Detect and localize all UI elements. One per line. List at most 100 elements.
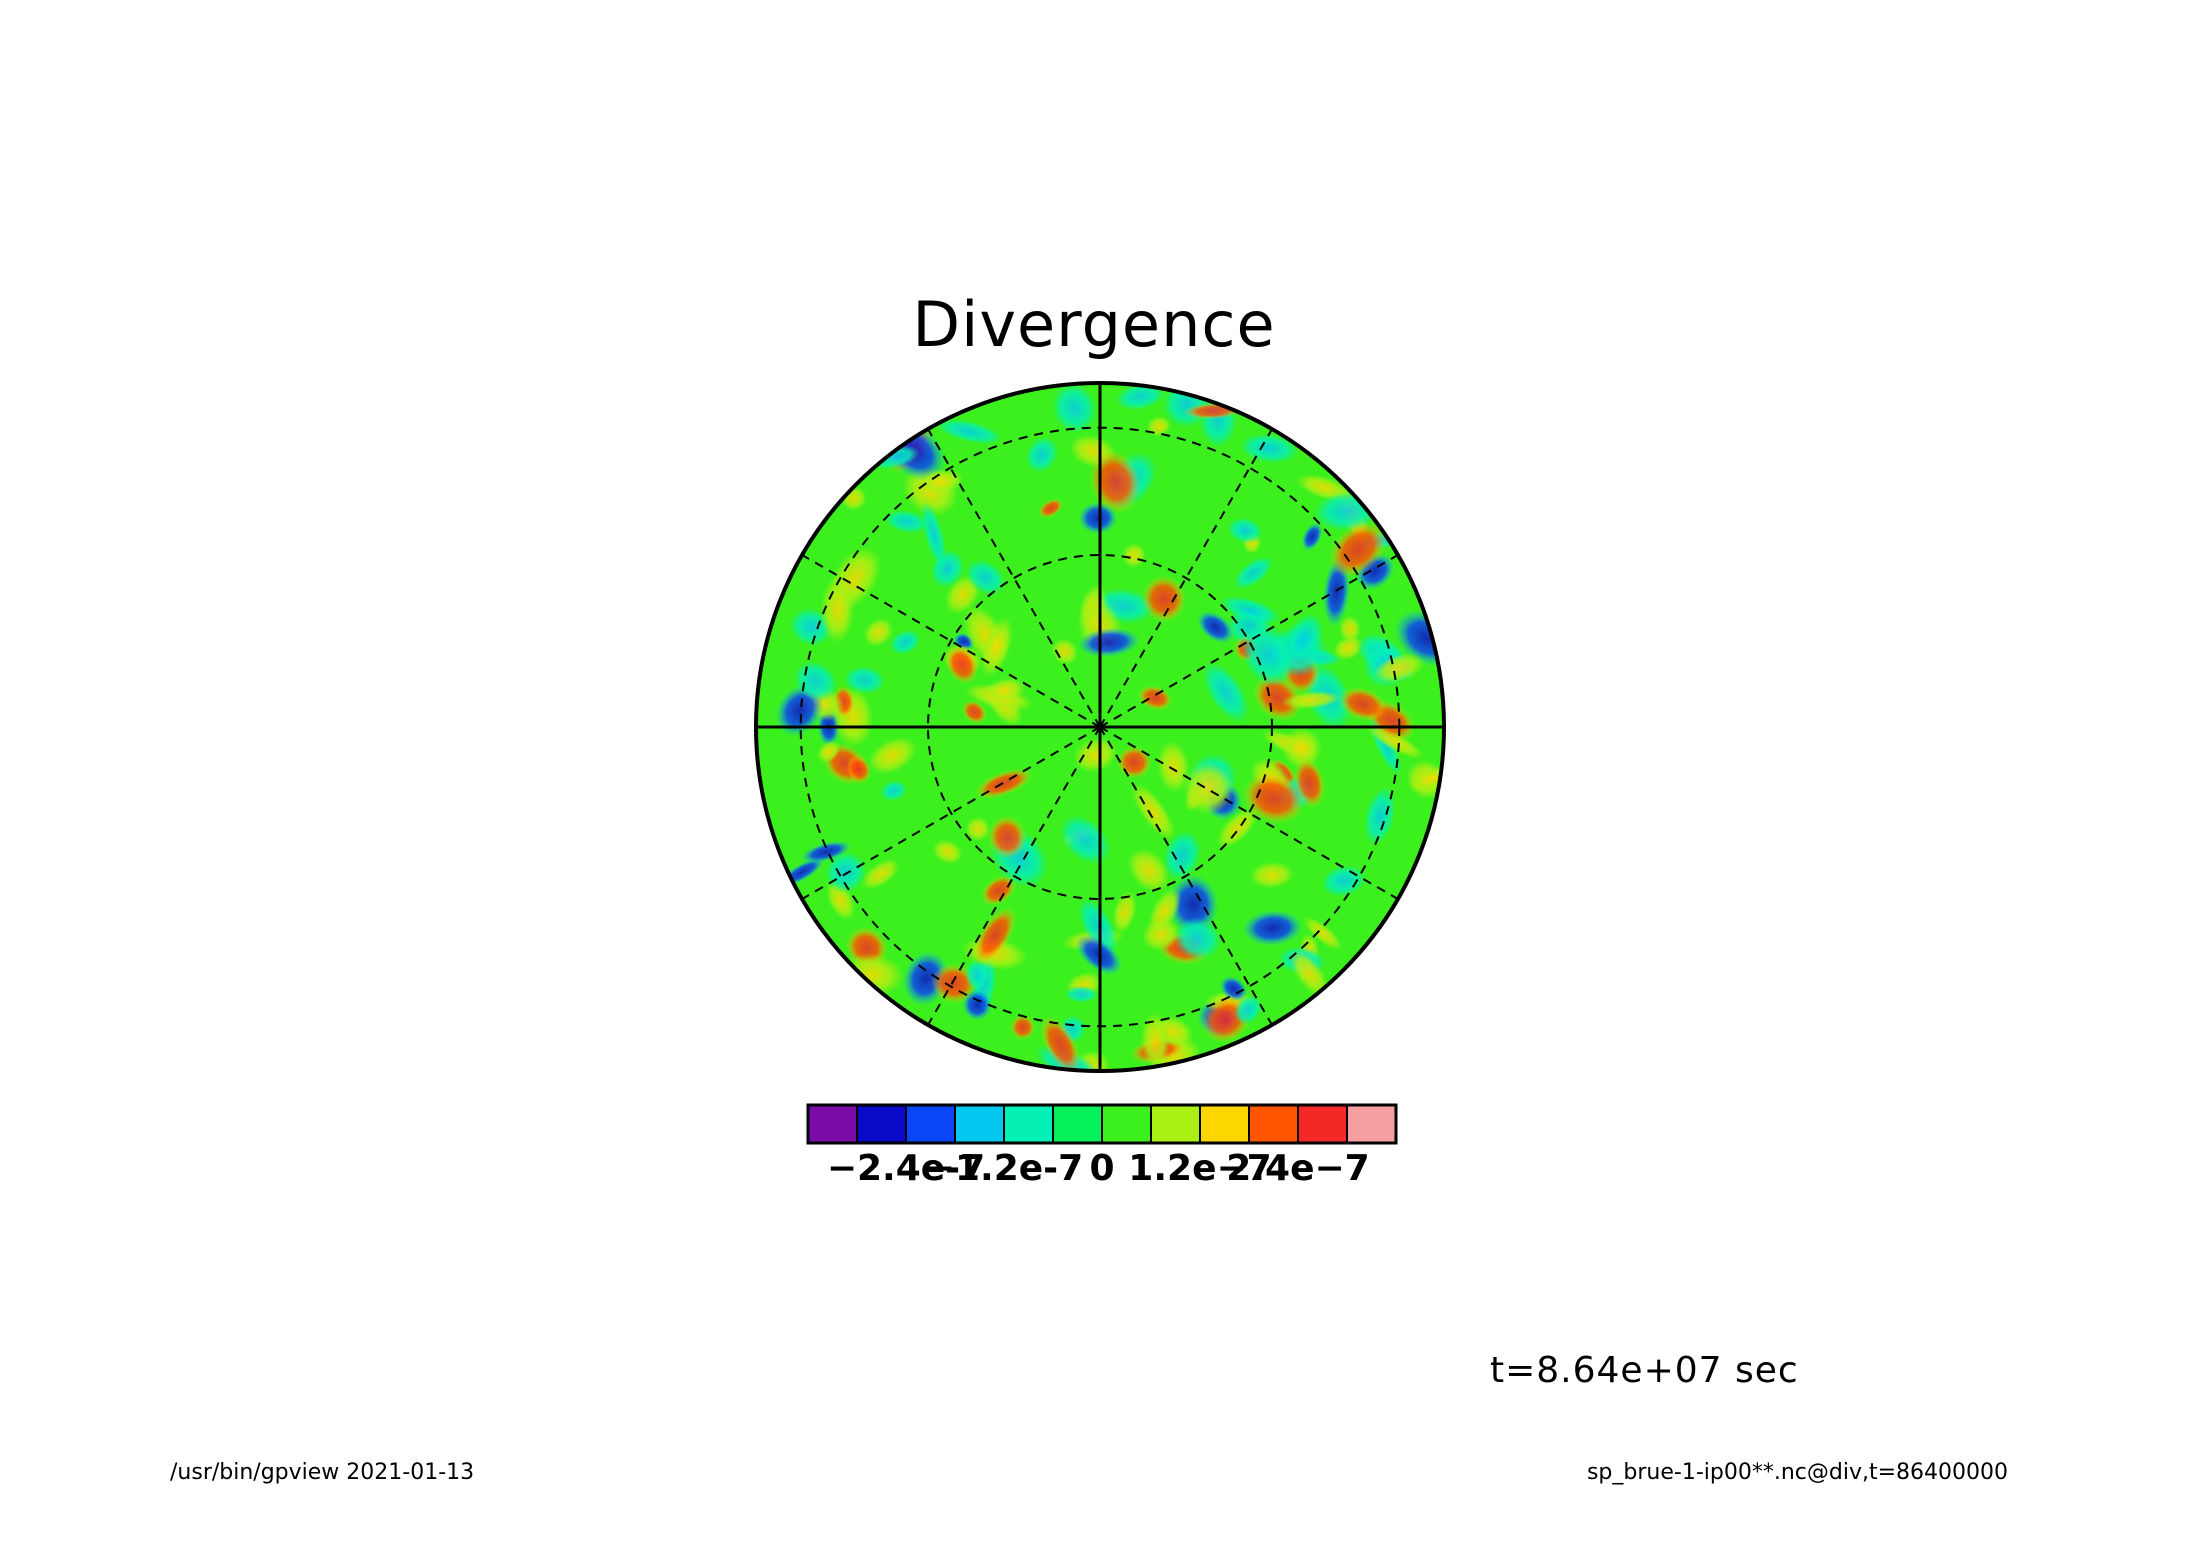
footer-source-file: sp_brue-1-ip00**.nc@div,t=86400000 bbox=[1586, 1460, 2008, 1485]
field-cell bbox=[1157, 740, 1190, 793]
field-cell bbox=[867, 737, 917, 775]
colorbar-swatch bbox=[1346, 1104, 1397, 1144]
colorbar-tick-label: 1.2e−7 bbox=[1128, 1148, 1272, 1189]
field-cell bbox=[1339, 615, 1361, 642]
field-cell bbox=[1329, 521, 1387, 577]
field-cell bbox=[793, 660, 838, 702]
field-cell bbox=[962, 989, 993, 1021]
map-outline bbox=[754, 381, 1446, 1073]
field-cell bbox=[1148, 888, 1182, 935]
field-cell bbox=[975, 768, 1033, 799]
field-cell bbox=[988, 815, 1027, 859]
field-cell bbox=[1073, 737, 1118, 773]
field-cell bbox=[825, 851, 867, 893]
time-annotation: t=8.64e+07 sec bbox=[1490, 1350, 1799, 1391]
colorbar-tick-label: −1.2e-7 bbox=[924, 1148, 1084, 1189]
field-cell bbox=[1303, 916, 1342, 950]
field-cell bbox=[1140, 1012, 1170, 1070]
field-cell bbox=[861, 858, 900, 890]
field-cell bbox=[1407, 766, 1444, 791]
field-cell bbox=[1089, 450, 1141, 514]
colorbar bbox=[806, 1103, 1398, 1145]
field-cell bbox=[965, 959, 989, 990]
colorbar-swatch bbox=[954, 1104, 1005, 1144]
field-cell bbox=[1077, 898, 1119, 955]
colorbar-swatch bbox=[1003, 1104, 1054, 1144]
colorbar-swatch bbox=[856, 1104, 907, 1144]
field-cell bbox=[1216, 807, 1259, 849]
field-cell bbox=[800, 840, 852, 863]
field-cell bbox=[918, 469, 964, 495]
field-cell bbox=[965, 816, 990, 842]
field-cell bbox=[1242, 772, 1305, 824]
field-cell bbox=[962, 700, 987, 724]
field-cell bbox=[1234, 995, 1263, 1025]
field-cell bbox=[1219, 975, 1248, 1002]
field-cell bbox=[973, 907, 1017, 965]
field-cell bbox=[1333, 635, 1364, 661]
field-cell bbox=[843, 666, 886, 694]
field-cell bbox=[1059, 815, 1111, 864]
colorbar-swatch bbox=[1297, 1104, 1348, 1144]
field-cell bbox=[1122, 543, 1146, 568]
field-cell bbox=[1227, 517, 1263, 544]
field-cell bbox=[1301, 522, 1323, 552]
field-cell bbox=[1220, 596, 1281, 625]
field-cell bbox=[1131, 783, 1176, 840]
field-cell bbox=[1174, 917, 1222, 960]
field-cell bbox=[1163, 830, 1202, 880]
field-cell bbox=[1281, 727, 1322, 769]
field-cell bbox=[889, 629, 921, 655]
field-cell bbox=[1289, 950, 1329, 997]
colorbar-swatch bbox=[1150, 1104, 1201, 1144]
field-cell bbox=[1038, 498, 1064, 518]
field-cell bbox=[921, 501, 947, 569]
field-cell bbox=[1040, 1016, 1081, 1071]
field-cell bbox=[1138, 685, 1173, 711]
field-cell bbox=[1338, 687, 1388, 721]
field-cell bbox=[1202, 662, 1249, 723]
field-cell bbox=[1141, 575, 1187, 623]
field-cell bbox=[864, 618, 893, 647]
field-cell bbox=[1196, 610, 1235, 644]
field-cell bbox=[945, 645, 979, 684]
field-cell bbox=[1284, 613, 1324, 664]
field-cell bbox=[1127, 848, 1170, 893]
field-cell bbox=[1010, 1014, 1036, 1040]
field-cell bbox=[884, 510, 929, 534]
colorbar-tick-label: 2.4e−7 bbox=[1226, 1148, 1370, 1189]
field-cell bbox=[820, 577, 855, 643]
field-cell bbox=[1364, 786, 1396, 846]
colorbar-swatch bbox=[1248, 1104, 1299, 1144]
footer-program-date: /usr/bin/gpview 2021-01-13 bbox=[170, 1460, 475, 1485]
field-cell bbox=[1242, 910, 1303, 946]
polar-map bbox=[754, 381, 1446, 1073]
field-cell bbox=[1025, 436, 1058, 473]
chart-title: Divergence bbox=[912, 288, 1276, 361]
colorbar-swatch bbox=[1052, 1104, 1103, 1144]
field-cell bbox=[1115, 383, 1165, 411]
field-cell bbox=[981, 875, 1016, 906]
field-cell bbox=[1052, 383, 1097, 433]
colorbar-tick-label: −2.4e-7 bbox=[826, 1148, 986, 1189]
field-cell bbox=[1241, 622, 1295, 687]
field-cell bbox=[846, 755, 872, 784]
field-cell bbox=[932, 839, 963, 864]
field-cell bbox=[1112, 891, 1137, 934]
field-cell bbox=[1051, 638, 1078, 665]
field-cell bbox=[1249, 861, 1294, 889]
field-cell bbox=[1077, 627, 1141, 658]
map-graticule bbox=[756, 383, 1444, 1071]
field-cell bbox=[1183, 762, 1234, 815]
field-cell bbox=[1233, 556, 1273, 590]
colorbar-swatch bbox=[807, 1104, 858, 1144]
colorbar-swatch bbox=[905, 1104, 956, 1144]
field-cell bbox=[1373, 653, 1425, 684]
field-cell bbox=[965, 559, 1006, 595]
field-cell bbox=[817, 740, 841, 763]
field-cell bbox=[985, 678, 1026, 703]
field-cell bbox=[1064, 985, 1098, 1003]
field-cell bbox=[1239, 433, 1299, 464]
field-cell bbox=[936, 418, 1003, 445]
